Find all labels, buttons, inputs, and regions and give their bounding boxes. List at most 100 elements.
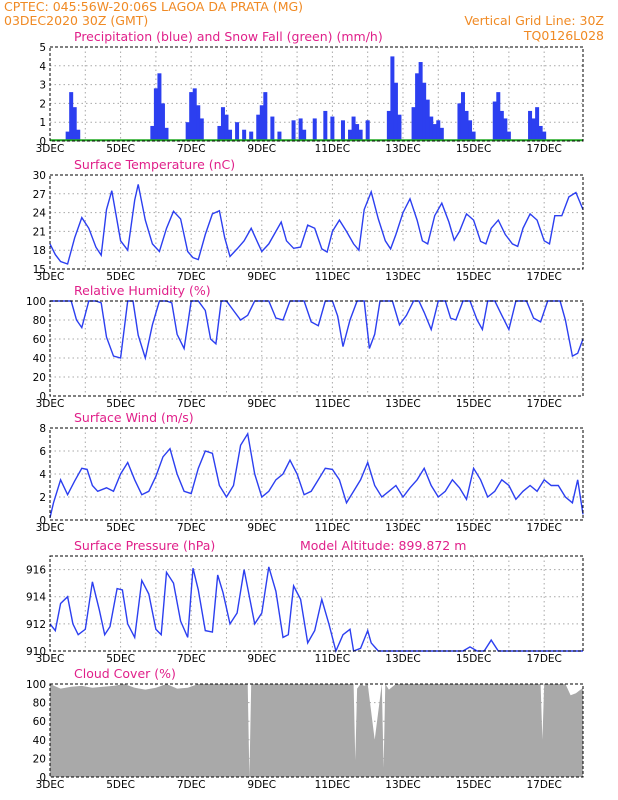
precip-bar [164,127,169,141]
precip-bar [228,129,233,141]
x-tick-label: 5DEC [106,271,135,283]
header-run-date: 03DEC2020 30Z (GMT) [4,13,148,28]
precip-bar [535,107,540,141]
precip-bar [365,120,370,141]
precip-bar [460,92,465,141]
x-tick-label: 13DEC [385,271,420,283]
x-tick-label: 11DEC [315,522,350,534]
x-tick-label: 3DEC [36,398,65,410]
x-tick-label: 17DEC [526,653,561,665]
precip-bar [323,110,328,141]
precip-bar [397,114,402,141]
panel-6: 0 20 40 60 80 100 3DEC 5DEC 7DEC 9DEC 11DEC 13DEC 15… [26,666,584,791]
plot-frame [49,46,584,142]
x-tick-label: 15DEC [456,653,491,665]
precip-bar [411,107,416,141]
x-tick-label: 15DEC [456,271,491,283]
precip-bar [263,92,268,141]
y-tick-label: 80 [33,698,46,710]
plot-frame [49,427,584,521]
precip-bar [256,114,261,141]
x-tick-label: 3DEC [36,653,65,665]
panel-title: Precipitation (blue) and Snow Fall (gree… [74,29,383,44]
precip-bar [436,120,441,141]
x-tick-label: 7DEC [177,522,206,534]
header-model: TQ0126L028 [523,28,604,43]
x-tick-label: 9DEC [247,143,276,155]
y-tick-label: 30 [33,170,46,182]
panel-2: 15 18 21 24 27 30 3DEC 5DEC 7DEC 9DEC 11DEC 13DEC 15… [33,157,584,283]
series-line [49,566,583,654]
x-tick-label: 9DEC [247,779,276,791]
y-tick-label: 0 [39,136,46,148]
x-tick-label: 9DEC [247,522,276,534]
x-tick-label: 3DEC [36,271,65,283]
x-tick-label: 7DEC [177,398,206,410]
plot-frame [49,555,584,652]
precip-bar [242,129,247,141]
x-tick-label: 9DEC [247,653,276,665]
panel-title: Surface Pressure (hPa) [74,538,215,553]
precip-bar [69,92,74,141]
precip-bar [220,107,225,141]
x-tick-label: 9DEC [247,398,276,410]
precip-bar [429,116,434,141]
precip-bar [72,107,77,141]
precip-bar [355,124,360,141]
y-tick-label: 4 [39,61,46,73]
plot-frame [49,174,584,270]
x-tick-label: 15DEC [456,779,491,791]
y-tick-label: 27 [33,189,46,201]
panel-1: 0 1 2 3 4 5 3DEC 5DEC 7DEC 9DEC 11DEC 13DEC 15DEC 17D… [36,29,584,155]
panel-title: Surface Temperature (nC) [74,157,235,172]
precip-bar [312,118,317,141]
precip-bar [425,99,430,141]
x-tick-label: 7DEC [177,779,206,791]
panel-3: 0 20 40 60 80 100 3DEC 5DEC 7DEC 9DEC 11DEC 13DEC 15… [26,283,584,410]
x-tick-label: 11DEC [315,779,350,791]
y-tick-label: 20 [33,372,46,384]
y-tick-label: 914 [26,592,46,604]
precip-bar [503,118,508,141]
x-tick-label: 13DEC [385,398,420,410]
x-tick-label: 5DEC [106,398,135,410]
x-tick-label: 17DEC [526,779,561,791]
cloud-cover-area [50,684,583,777]
x-tick-label: 7DEC [177,271,206,283]
precip-bar [422,82,427,141]
y-tick-label: 40 [33,735,46,747]
precip-bar [471,131,476,141]
x-tick-label: 11DEC [315,653,350,665]
precip-bar [196,105,201,141]
precip-bar [249,131,254,141]
x-tick-label: 5DEC [106,522,135,534]
precip-bar [528,110,533,141]
x-tick-label: 3DEC [36,522,65,534]
y-tick-label: 4 [39,469,46,481]
y-tick-label: 20 [33,753,46,765]
x-tick-label: 13DEC [385,522,420,534]
precip-bar [153,88,158,141]
x-tick-label: 15DEC [456,398,491,410]
header-grid-line: Vertical Grid Line: 30Z [464,13,604,28]
model-altitude-label: Model Altitude: 899.872 m [300,538,466,553]
x-tick-label: 11DEC [315,271,350,283]
precip-bar [235,122,240,141]
precip-bar [390,56,395,141]
precip-bar [538,125,543,141]
x-tick-label: 13DEC [385,653,420,665]
precip-bar [393,82,398,141]
y-tick-label: 916 [26,565,46,577]
precip-bar [217,125,222,141]
x-tick-label: 7DEC [177,143,206,155]
precip-bar [351,116,356,141]
x-tick-label: 3DEC [36,143,65,155]
precip-bar [330,116,335,141]
precip-bar [189,92,194,141]
series-line [50,300,584,361]
y-tick-label: 910 [26,646,46,658]
precip-bar [468,120,473,141]
precip-bar [302,129,307,141]
x-tick-label: 5DEC [106,779,135,791]
precip-bar [291,120,296,141]
